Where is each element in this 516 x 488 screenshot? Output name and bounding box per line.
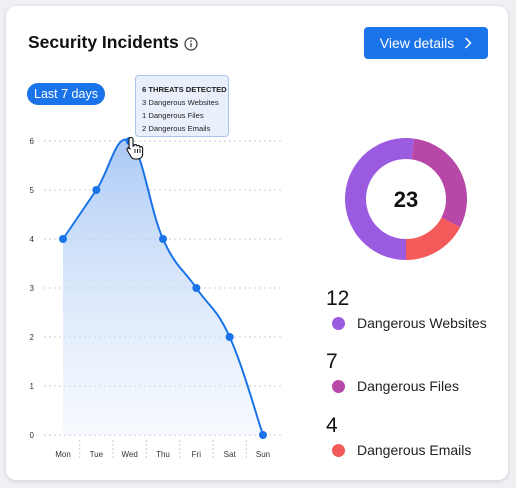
x-tick-label: Sat [224,450,237,459]
info-icon[interactable] [184,37,198,51]
y-tick-label: 0 [30,431,35,440]
legend-count: 12 [326,287,350,310]
legend-label: Dangerous Files [357,378,459,394]
hand-pointer-icon [126,136,144,160]
y-tick-label: 2 [30,333,35,342]
y-tick-label: 3 [30,284,35,293]
tooltip-line: 1 Dangerous Files [142,111,204,120]
y-tick-label: 1 [30,382,35,391]
data-point[interactable] [192,284,201,292]
data-point[interactable] [92,186,101,194]
x-tick-label: Thu [156,450,170,459]
chevron-right-icon [465,37,472,49]
view-details-button[interactable]: View details [364,27,488,59]
card-title: Security Incidents [28,32,179,52]
view-details-label: View details [379,35,455,51]
tooltip-line: 2 Dangerous Emails [142,124,211,133]
date-range-pill[interactable]: Last 7 days [27,83,105,105]
threats-tooltip: 6 THREATS DETECTED 3 Dangerous Websites … [135,75,229,137]
tooltip-line: 3 Dangerous Websites [142,98,219,107]
legend-label: Dangerous Websites [357,315,487,331]
y-tick-label: 6 [30,137,35,146]
legend-dot [332,379,345,393]
x-tick-label: Tue [90,450,104,459]
tooltip-heading: 6 THREATS DETECTED [142,85,227,94]
date-range-label: Last 7 days [34,87,98,101]
area-fill [63,139,263,435]
security-incidents-card: Security Incidents View details Last 7 d… [6,6,508,480]
x-tick-label: Mon [55,450,71,459]
data-point[interactable] [59,235,67,243]
data-point[interactable] [225,333,234,341]
x-tick-label: Fri [192,450,202,459]
y-tick-label: 4 [30,235,35,244]
data-point[interactable] [159,235,167,243]
incidents-donut-chart: 23 [344,138,467,260]
legend-dot [332,443,345,457]
legend-label: Dangerous Emails [357,442,472,458]
x-tick-label: Sun [256,450,270,459]
x-tick-label: Wed [122,450,138,459]
donut-total: 23 [394,187,418,212]
data-point[interactable] [259,431,267,439]
legend-count: 4 [326,414,338,437]
y-tick-label: 5 [30,186,35,195]
legend-count: 7 [326,350,338,373]
legend-dot [332,316,345,330]
threats-area-chart: 0 1 2 3 4 5 6 Mon Tue Wed Thu Fri Sat Sun [30,136,284,460]
